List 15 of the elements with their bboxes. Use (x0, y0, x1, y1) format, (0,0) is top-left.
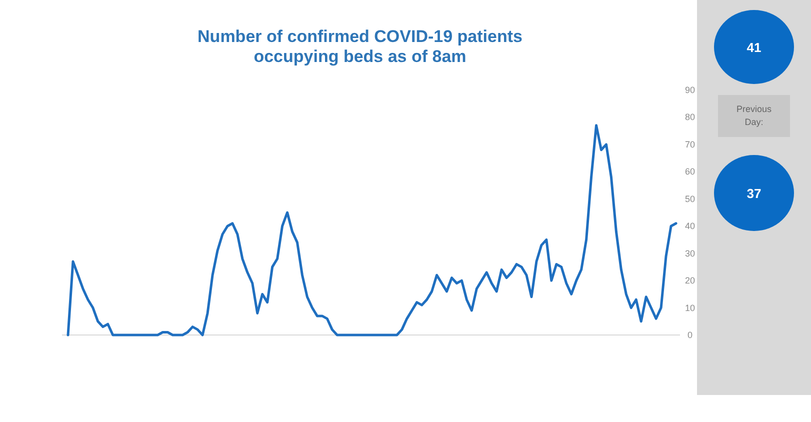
y-tick-label: 30 (684, 248, 696, 258)
y-tick-label: 10 (684, 302, 696, 313)
y-tick-label: 80 (684, 112, 696, 122)
y-tick-label: 70 (684, 139, 696, 150)
chart-title: Number of confirmed COVID-19 patients occupying beds as of 8am (198, 27, 522, 66)
text: Previous Day: (736, 104, 772, 127)
y-tick-label: 50 (684, 194, 696, 204)
y-tick-label: 90 (684, 85, 696, 95)
line-series (66, 124, 678, 336)
text: 37 (746, 186, 762, 201)
y-tick-label: 60 (684, 166, 696, 177)
y-tick-label: 20 (684, 276, 696, 286)
text: 41 (746, 40, 762, 55)
y-tick-label: 0 (687, 330, 693, 340)
y-tick-label: 40 (684, 221, 696, 232)
